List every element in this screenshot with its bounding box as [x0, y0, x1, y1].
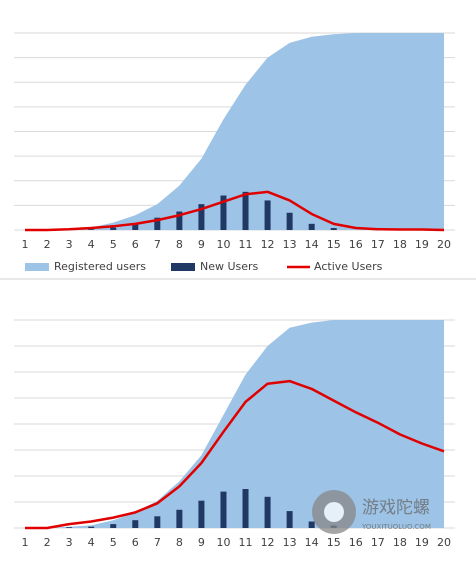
bar	[154, 516, 161, 528]
x-tick-label: 19	[415, 536, 429, 549]
x-tick-label: 4	[88, 238, 95, 251]
bar	[176, 509, 183, 528]
x-tick-label: 14	[305, 238, 319, 251]
x-tick-label: 4	[88, 536, 95, 549]
x-tick-label: 5	[110, 238, 117, 251]
x-tick-label: 9	[198, 536, 205, 549]
bar	[110, 524, 117, 528]
bar	[308, 223, 315, 230]
x-tick-label: 6	[132, 238, 139, 251]
watermark-text: 游戏陀螺	[362, 498, 430, 518]
bar	[88, 229, 95, 230]
x-tick-label: 10	[216, 536, 230, 549]
bar	[154, 217, 161, 230]
x-tick-label: 16	[349, 536, 363, 549]
x-tick-label: 11	[239, 238, 253, 251]
x-tick-label: 13	[283, 536, 297, 549]
x-tick-label: 15	[327, 536, 341, 549]
line	[25, 379, 445, 530]
x-tick-label: 1	[22, 238, 29, 251]
legend-label: Registered users	[54, 260, 146, 273]
bar	[286, 511, 293, 528]
legend-label: New Users	[200, 260, 259, 273]
x-tick-label: 5	[110, 536, 117, 549]
x-tick-label: 13	[283, 238, 297, 251]
x-tick-label: 15	[327, 238, 341, 251]
x-tick-label: 19	[415, 238, 429, 251]
bar	[330, 228, 337, 230]
x-tick-label: 8	[176, 238, 183, 251]
x-tick-label: 12	[261, 536, 275, 549]
line	[25, 190, 445, 232]
bar	[66, 527, 73, 528]
x-tick-label: 2	[44, 536, 51, 549]
x-tick-label: 11	[239, 536, 253, 549]
bar	[198, 204, 205, 230]
bar	[198, 500, 205, 528]
x-tick-label: 10	[216, 238, 230, 251]
bar	[132, 223, 139, 230]
bar	[264, 200, 271, 230]
legend-label: Active Users	[314, 260, 383, 273]
watermark-url: YOUXITUOLUO.COM	[361, 523, 431, 531]
x-tick-label: 8	[176, 536, 183, 549]
x-tick-label: 12	[261, 238, 275, 251]
x-tick-label: 17	[371, 238, 385, 251]
bar	[242, 489, 249, 528]
bar	[110, 227, 117, 230]
x-tick-label: 18	[393, 536, 407, 549]
x-tick-label: 9	[198, 238, 205, 251]
x-tick-label: 20	[437, 238, 451, 251]
x-tick-label: 6	[132, 536, 139, 549]
x-tick-label: 2	[44, 238, 51, 251]
bar	[220, 195, 227, 230]
legend-swatch	[25, 263, 49, 271]
area	[25, 320, 444, 528]
x-tick-label: 7	[154, 536, 161, 549]
legend-swatch	[171, 263, 195, 271]
bar	[88, 526, 95, 528]
x-tick-label: 3	[66, 536, 73, 549]
bar	[242, 191, 249, 230]
bar	[176, 211, 183, 230]
bar	[264, 496, 271, 528]
watermark-logo-inner	[324, 502, 344, 522]
watermark: 游戏陀螺 YOUXITUOLUO.COM	[312, 490, 431, 534]
x-tick-label: 7	[154, 238, 161, 251]
bar	[286, 212, 293, 230]
x-tick-label: 3	[66, 238, 73, 251]
bar	[220, 491, 227, 528]
x-tick-label: 16	[349, 238, 363, 251]
x-tick-label: 17	[371, 536, 385, 549]
x-tick-label: 18	[393, 238, 407, 251]
bar	[132, 520, 139, 528]
x-tick-label: 1	[22, 536, 29, 549]
x-tick-label: 14	[305, 536, 319, 549]
bar	[308, 521, 315, 528]
area	[25, 33, 444, 230]
x-tick-label: 20	[437, 536, 451, 549]
